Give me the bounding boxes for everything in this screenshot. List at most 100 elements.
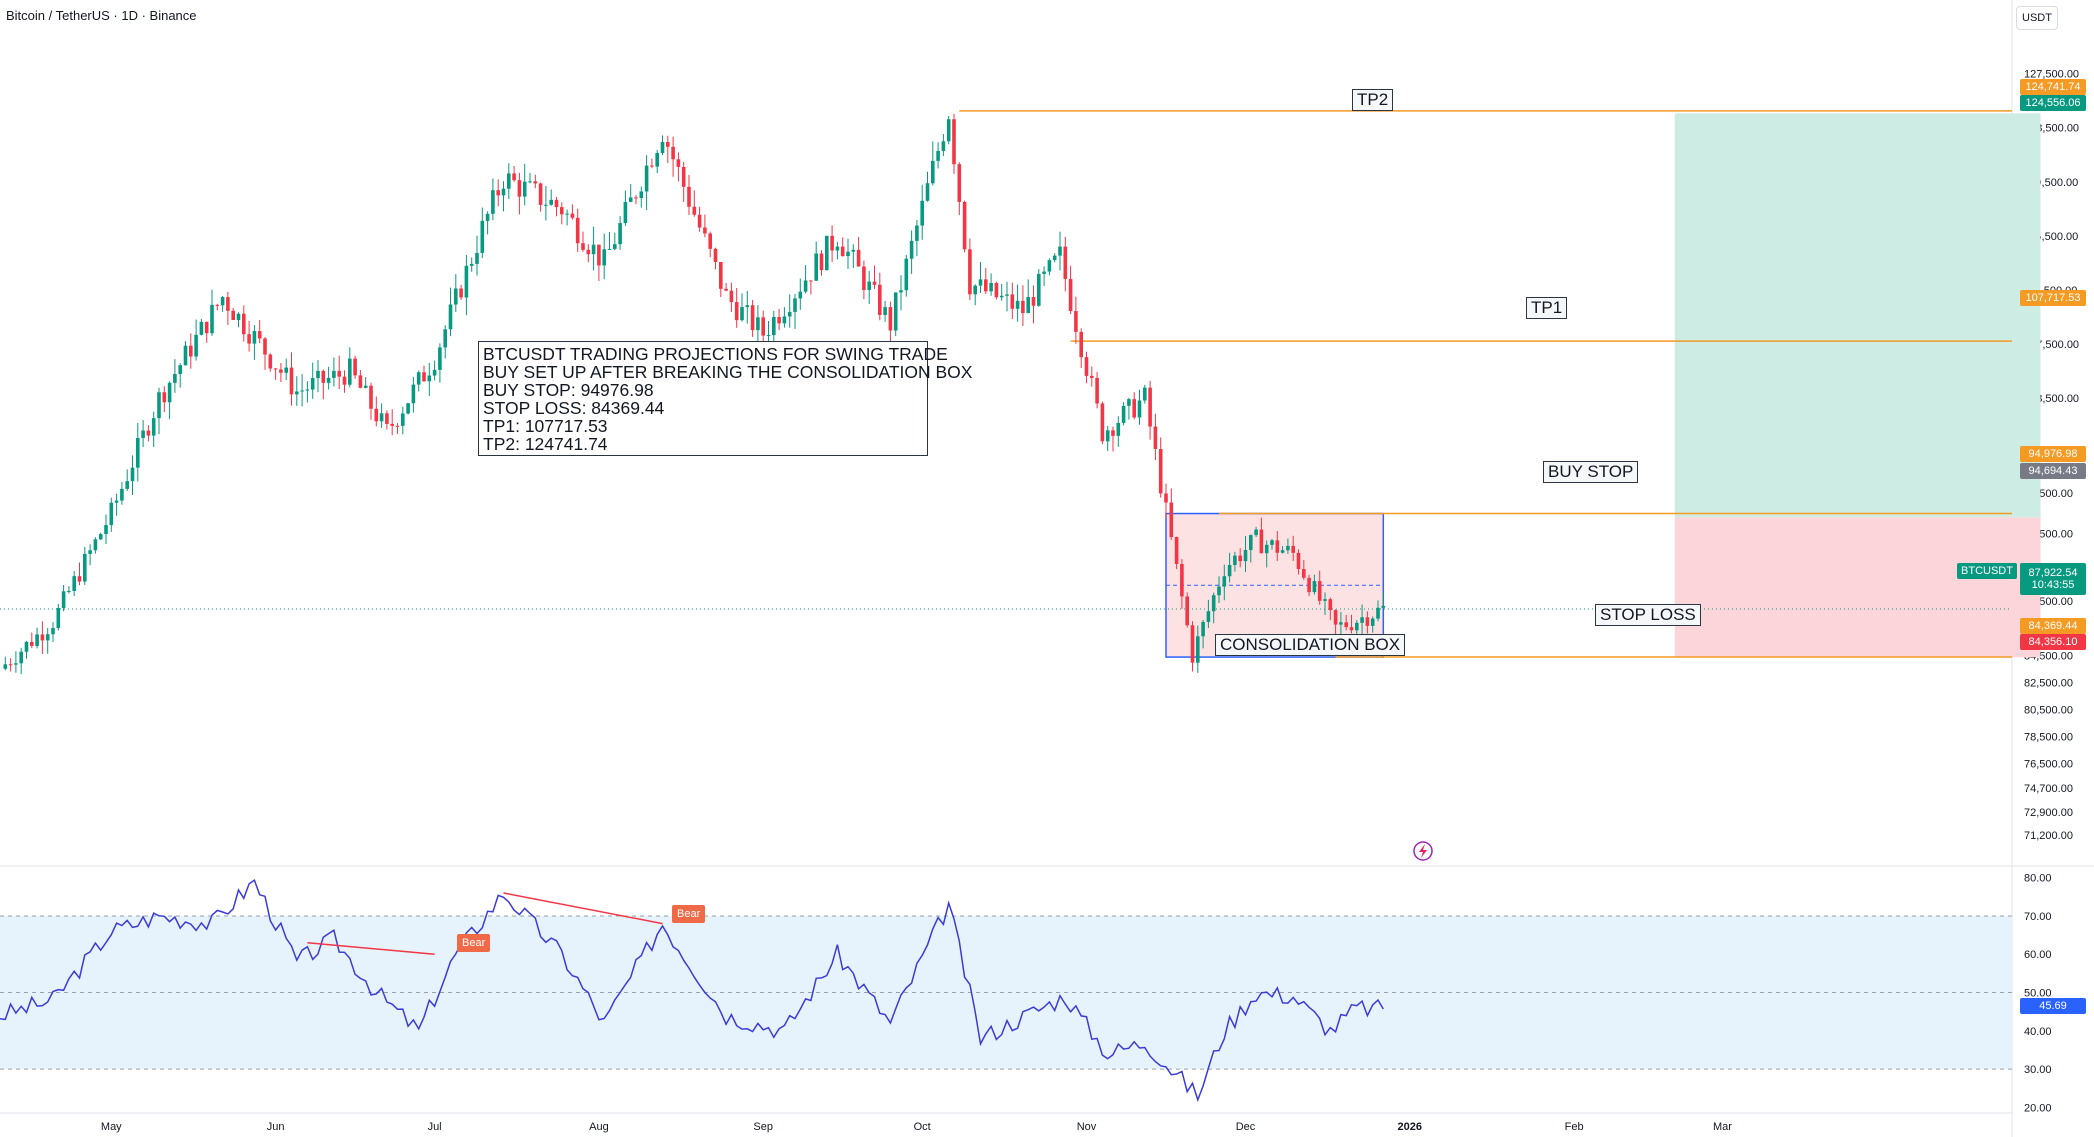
candle-body: [814, 253, 818, 281]
candle-body: [581, 243, 585, 250]
candle-body: [151, 418, 156, 436]
target-price-tag: 124,556.06: [2020, 95, 2086, 111]
candle-body: [1058, 246, 1062, 256]
time-tick-label: 2026: [1398, 1121, 1422, 1133]
symbol-tag: BTCUSDT: [1957, 563, 2017, 579]
candle-body: [279, 369, 283, 373]
candle-body: [289, 367, 294, 395]
candle-body: [136, 437, 140, 468]
candle-body: [1015, 300, 1020, 309]
entry-price-tag: 94,694.43: [2020, 463, 2086, 479]
bear-divergence-label: Bear: [672, 905, 706, 923]
candle-body: [162, 392, 167, 403]
candle-body: [1376, 607, 1380, 619]
candle-body: [67, 590, 71, 592]
rsi-tick-label: 40.00: [2024, 1026, 2052, 1038]
candle-body: [348, 358, 352, 385]
buy-stop-label: BUY STOP: [1543, 461, 1639, 483]
candle-body: [1158, 448, 1163, 494]
candle-body: [602, 249, 606, 266]
candle-body: [560, 207, 564, 215]
candle-body: [639, 191, 644, 198]
candle-body: [263, 338, 267, 355]
candle-body: [1233, 555, 1237, 565]
candle-body: [1042, 271, 1046, 274]
rsi-tick-label: 70.00: [2024, 911, 2052, 923]
candle-body: [1211, 595, 1216, 612]
candle-body: [1206, 611, 1211, 622]
candle-body: [411, 384, 416, 404]
candle-body: [666, 141, 670, 147]
candle-body: [734, 302, 739, 321]
bear-divergence-label: Bear: [457, 934, 491, 952]
rsi-tick-label: 60.00: [2024, 949, 2052, 961]
candle-body: [761, 317, 765, 336]
candle-body: [1355, 622, 1359, 631]
candle-body: [1021, 300, 1025, 314]
candle-body: [952, 119, 956, 165]
candle-body: [1074, 311, 1078, 332]
candle-body: [787, 311, 792, 317]
candle-body: [607, 248, 612, 250]
candle-body: [369, 385, 373, 409]
candle-body: [1105, 430, 1110, 442]
candle-body: [14, 663, 18, 665]
loss-zone: [1674, 517, 2041, 658]
candle-body: [809, 280, 813, 282]
time-tick-label: Sep: [753, 1121, 773, 1133]
candle-body: [968, 249, 972, 295]
candle-body: [1302, 569, 1306, 578]
price-tick-label: 72,900.00: [2024, 807, 2073, 819]
candle-body: [395, 425, 400, 427]
candle-body: [385, 413, 389, 424]
candle-body: [946, 119, 951, 142]
candle-body: [40, 634, 45, 641]
candle-body: [586, 249, 591, 255]
stop-loss-label: STOP LOSS: [1595, 604, 1701, 626]
candle-body: [1153, 426, 1158, 449]
price-tick-label: 80,500.00: [2024, 704, 2073, 716]
candle-body: [1254, 529, 1258, 536]
candle-body: [51, 628, 55, 635]
note-line: TP1: 107717.53: [483, 416, 608, 436]
candle-body: [597, 244, 601, 266]
candle-body: [332, 370, 336, 378]
candle-body: [363, 385, 368, 388]
candle-body: [507, 173, 511, 189]
candle-body: [888, 307, 893, 331]
candle-body: [178, 365, 182, 374]
candle-body: [533, 181, 538, 184]
candle-body: [1328, 599, 1333, 611]
candle-body: [766, 335, 771, 337]
candle-body: [915, 225, 919, 241]
candle-body: [432, 369, 437, 376]
candle-body: [1005, 294, 1009, 296]
candle-body: [236, 313, 241, 321]
candle-body: [835, 246, 840, 251]
candle-body: [878, 284, 882, 315]
candle-body: [194, 334, 198, 357]
consolidation-box-label: CONSOLIDATION BOX: [1215, 634, 1406, 656]
candle-body: [284, 367, 288, 373]
candle-body: [676, 159, 681, 167]
candle-body: [994, 282, 999, 298]
candle-body: [130, 467, 135, 482]
candle-body: [1127, 399, 1131, 406]
candle-body: [8, 664, 13, 666]
candle-body: [422, 372, 426, 382]
candle-body: [1217, 586, 1221, 596]
candle-body: [793, 298, 797, 312]
candle-body: [999, 295, 1004, 298]
candle-body: [189, 345, 193, 357]
currency-button[interactable]: USDT: [2016, 6, 2058, 30]
candle-body: [459, 288, 463, 298]
candle-body: [1121, 405, 1126, 423]
candle-body: [1068, 278, 1073, 312]
candle-body: [56, 607, 61, 629]
price-tick-label: 78,500.00: [2024, 731, 2073, 743]
candle-body: [1370, 618, 1375, 626]
candle-body: [1190, 625, 1195, 663]
candles: [3, 113, 1386, 675]
